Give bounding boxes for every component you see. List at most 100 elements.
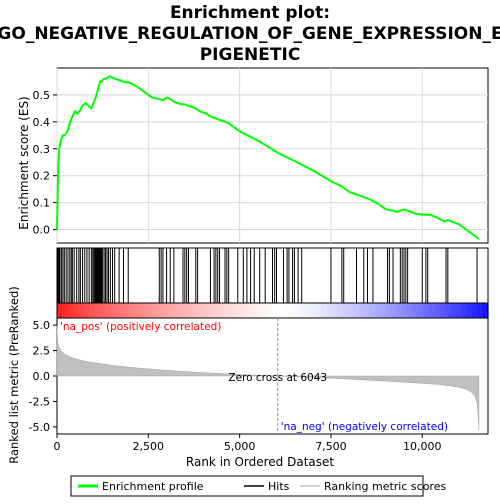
rank-y-tick-label: 5.0 bbox=[33, 319, 51, 332]
colorbar-segment bbox=[461, 303, 468, 318]
legend-label: Enrichment profile bbox=[102, 480, 204, 493]
hits-panel bbox=[56, 247, 489, 304]
colorbar-segment bbox=[202, 303, 209, 318]
positive-correlation-label: 'na_pos' (positively correlated) bbox=[60, 321, 221, 333]
colorbar-segment bbox=[439, 303, 446, 318]
zero-cross-label: Zero cross at 6043 bbox=[228, 372, 327, 384]
x-tick-label: 7,500 bbox=[315, 440, 347, 453]
colorbar-segment bbox=[315, 303, 322, 318]
colorbar-segment bbox=[444, 303, 451, 318]
legend-label: Ranking metric scores bbox=[324, 480, 446, 493]
colorbar-segment bbox=[455, 303, 462, 318]
rank-y-tick-label: 2.5 bbox=[33, 345, 51, 358]
rank-y-tick-label: 0.0 bbox=[33, 370, 51, 383]
colorbar-segment bbox=[331, 303, 338, 318]
colorbar-segment bbox=[57, 303, 63, 318]
colorbar-segment bbox=[191, 303, 198, 318]
colorbar-segment bbox=[471, 303, 478, 318]
colorbar-segment bbox=[374, 303, 381, 318]
colorbar-segment bbox=[159, 303, 166, 318]
es-y-tick-label: 0.0 bbox=[33, 224, 51, 237]
es-y-tick-label: 0.1 bbox=[33, 197, 51, 210]
colorbar-segment bbox=[337, 303, 344, 318]
plot-title-line-2: GO_NEGATIVE_REGULATION_OF_GENE_EXPRESSIO… bbox=[0, 24, 500, 44]
colorbar-segment bbox=[73, 303, 80, 318]
plot-title-line-1: Enrichment plot: bbox=[170, 3, 330, 23]
colorbar-segment bbox=[294, 303, 301, 318]
colorbar-segment bbox=[148, 303, 155, 318]
colorbar-segment bbox=[229, 303, 236, 318]
colorbar-segment bbox=[423, 303, 430, 318]
x-tick-label: 0 bbox=[54, 440, 61, 453]
colorbar-segment bbox=[67, 303, 74, 318]
colorbar-segment bbox=[153, 303, 160, 318]
colorbar-segment bbox=[105, 303, 112, 318]
colorbar-segment bbox=[299, 303, 306, 318]
es-y-tick-label: 0.4 bbox=[33, 116, 51, 129]
colorbar-segment bbox=[110, 303, 117, 318]
colorbar-segment bbox=[250, 303, 257, 318]
colorbar-segment bbox=[342, 303, 349, 318]
x-tick-label: 2,500 bbox=[133, 440, 165, 453]
es-y-tick-label: 0.2 bbox=[33, 170, 51, 183]
colorbar-segment bbox=[272, 303, 279, 318]
colorbar-segment bbox=[143, 303, 150, 318]
colorbar-segment bbox=[121, 303, 128, 318]
colorbar-segment bbox=[207, 303, 214, 318]
colorbar-segment bbox=[83, 303, 90, 318]
colorbar-segment bbox=[213, 303, 220, 318]
colorbar-segment bbox=[353, 303, 360, 318]
colorbar-segment bbox=[396, 303, 403, 318]
colorbar-segment bbox=[364, 303, 371, 318]
colorbar-segment bbox=[417, 303, 424, 318]
legend-label: Hits bbox=[268, 480, 290, 493]
colorbar-segment bbox=[94, 303, 101, 318]
colorbar-segment bbox=[391, 303, 398, 318]
colorbar-segment bbox=[218, 303, 225, 318]
legend: Enrichment profile Hits Ranking metric sco… bbox=[70, 475, 446, 497]
colorbar-segment bbox=[428, 303, 435, 318]
colorbar-segment bbox=[180, 303, 187, 318]
x-tick-label: 5,000 bbox=[224, 440, 256, 453]
colorbar-segment bbox=[385, 303, 392, 318]
colorbar-segment bbox=[304, 303, 311, 318]
rank-y-tick-label: -5.0 bbox=[29, 421, 50, 434]
colorbar-segment bbox=[466, 303, 473, 318]
colorbar-segment bbox=[234, 303, 241, 318]
colorbar-segment bbox=[347, 303, 354, 318]
colorbar-segment bbox=[380, 303, 387, 318]
colorbar-segment bbox=[62, 303, 69, 318]
rank-y-tick-label: -2.5 bbox=[29, 395, 50, 408]
colorbar-segment bbox=[310, 303, 317, 318]
colorbar-segment bbox=[89, 303, 96, 318]
colorbar-segment bbox=[482, 303, 489, 318]
colorbar-segment bbox=[175, 303, 182, 318]
colorbar-segment bbox=[78, 303, 85, 318]
colorbar-segment bbox=[401, 303, 408, 318]
colorbar-segment bbox=[164, 303, 171, 318]
es-panel: 0.0 0.1 0.2 0.3 0.4 0.5 bbox=[33, 67, 489, 244]
colorbar-segment bbox=[267, 303, 274, 318]
colorbar-segment bbox=[369, 303, 376, 318]
colorbar-segment bbox=[261, 303, 268, 318]
x-tick-label: 10,000 bbox=[403, 440, 442, 453]
colorbar-segment bbox=[277, 303, 284, 318]
es-y-tick-label: 0.5 bbox=[33, 89, 51, 102]
colorbar-segment bbox=[288, 303, 295, 318]
colorbar-segment bbox=[412, 303, 419, 318]
colorbar-segment bbox=[245, 303, 252, 318]
es-curve-enrichment-profile bbox=[56, 74, 480, 240]
colorbar-segment bbox=[326, 303, 333, 318]
rank-colorbar bbox=[56, 302, 489, 319]
colorbar-segment bbox=[407, 303, 414, 318]
colorbar-segment bbox=[320, 303, 327, 318]
colorbar-segment bbox=[116, 303, 123, 318]
es-panel-frame bbox=[56, 67, 489, 244]
colorbar-segment bbox=[283, 303, 290, 318]
rank-y-axis-label: Ranked list metric (PreRanked) bbox=[7, 286, 21, 464]
rank-metric-panel: -5.0 -2.5 0.0 2.5 5.0 0 2,500 5,000 7,500 10,000 '… bbox=[29, 317, 489, 453]
colorbar-segment bbox=[434, 303, 441, 318]
colorbar-segment bbox=[197, 303, 204, 318]
